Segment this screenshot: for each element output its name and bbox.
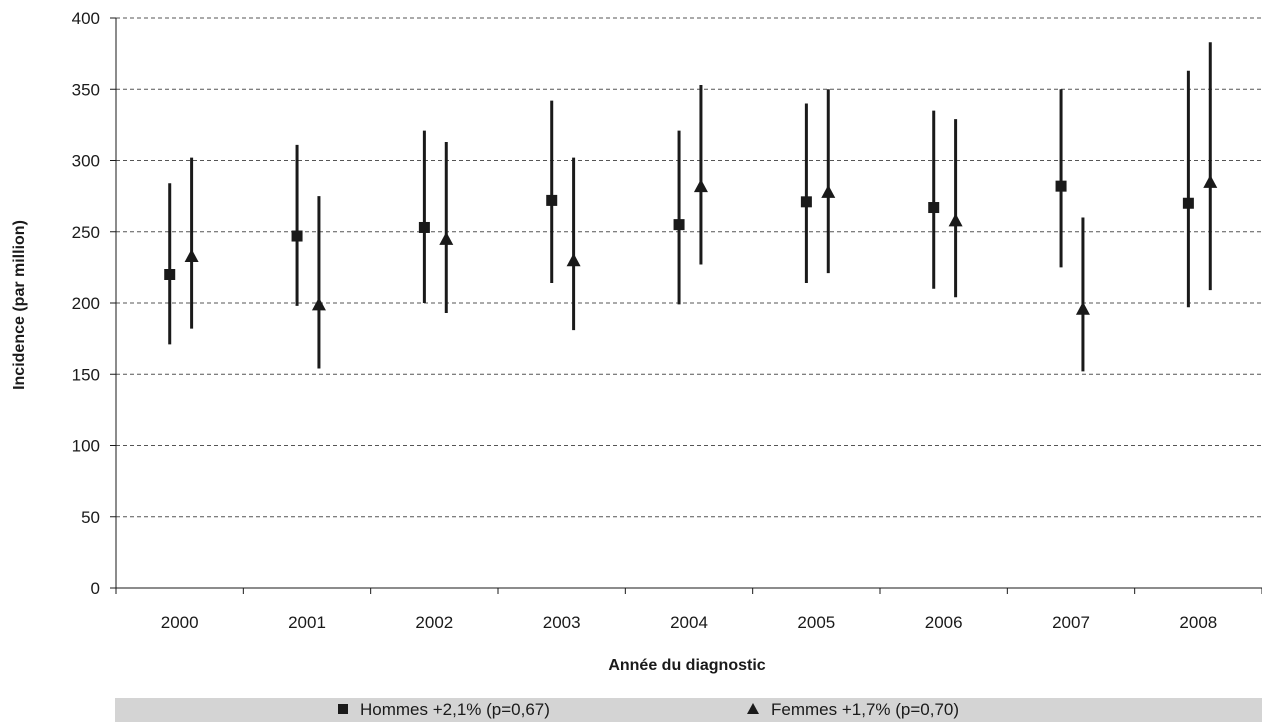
legend-label-femmes: Femmes +1,7% (p=0,70)	[771, 700, 960, 719]
y-tick-label: 50	[81, 508, 100, 527]
x-tick-label: 2000	[161, 613, 199, 632]
series-femmes	[184, 42, 1218, 372]
y-tick-label: 0	[91, 579, 100, 598]
y-tick-label: 200	[72, 294, 100, 313]
y-tick-label: 100	[72, 437, 100, 456]
legend-item-hommes: Hommes +2,1% (p=0,67)	[338, 698, 550, 722]
x-tick-label: 2002	[415, 613, 453, 632]
series-hommes	[164, 70, 1194, 345]
data-point-square	[928, 202, 940, 214]
square-marker-icon	[338, 703, 348, 714]
data-series	[164, 42, 1218, 372]
data-point-triangle	[948, 213, 963, 227]
data-point-square	[418, 221, 430, 233]
x-tick-label: 2003	[543, 613, 581, 632]
y-tick-label: 150	[72, 365, 100, 384]
triangle-marker-icon	[747, 703, 759, 715]
data-point-square	[800, 196, 812, 208]
data-point-triangle	[1203, 174, 1218, 188]
x-tick-labels: 2000 2001 2002 2003 2004 2005 2006 2007 2008	[161, 613, 1217, 632]
legend-item-femmes: Femmes +1,7% (p=0,70)	[747, 698, 959, 722]
x-tick-label: 2006	[925, 613, 963, 632]
y-tick-label: 300	[72, 152, 100, 171]
data-point-triangle	[566, 253, 581, 267]
x-axis-title: Année du diagnostic	[608, 657, 765, 674]
data-point-triangle	[821, 184, 836, 198]
x-tick-label: 2007	[1052, 613, 1090, 632]
data-point-triangle	[184, 248, 199, 262]
data-point-triangle	[693, 179, 708, 193]
y-tick-label: 350	[72, 80, 100, 99]
y-tick-labels: 0 50 100 150 200 250 300 350 400	[72, 9, 100, 598]
data-point-square	[291, 230, 303, 242]
data-point-triangle	[311, 297, 326, 311]
y-tick-label: 400	[72, 9, 100, 28]
legend-label-hommes: Hommes +2,1% (p=0,67)	[360, 700, 550, 719]
legend: Hommes +2,1% (p=0,67) Femmes +1,7% (p=0,…	[115, 698, 1262, 722]
data-point-square	[673, 219, 685, 231]
data-point-square	[1055, 180, 1067, 192]
x-tick-label: 2004	[670, 613, 708, 632]
data-point-triangle	[439, 231, 454, 245]
y-axis-title: Incidence (par million)	[11, 220, 28, 390]
data-point-square	[546, 194, 558, 206]
data-point-square	[1182, 197, 1194, 209]
x-tick-label: 2008	[1179, 613, 1217, 632]
x-tick-label: 2001	[288, 613, 326, 632]
y-tick-label: 250	[72, 223, 100, 242]
data-point-square	[164, 269, 176, 280]
gridlines	[116, 17, 1262, 518]
axes	[110, 17, 1262, 594]
data-point-triangle	[1075, 301, 1090, 315]
x-tick-label: 2005	[797, 613, 835, 632]
